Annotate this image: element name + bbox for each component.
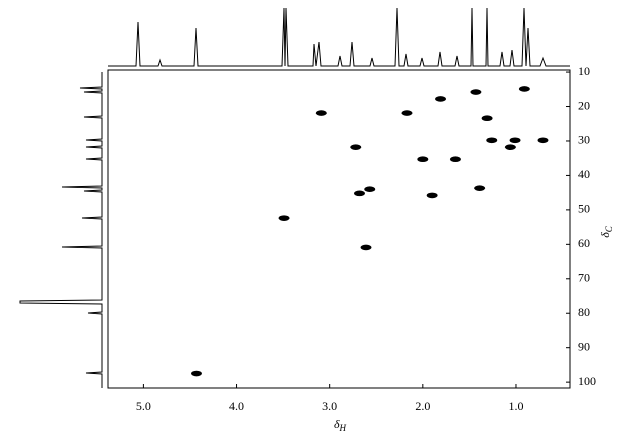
x-tick-label: 2.0	[415, 399, 430, 413]
cross-peak	[518, 86, 530, 92]
cross-peak	[504, 144, 516, 150]
cross-peak	[435, 96, 447, 102]
x-label-symbol: δ	[334, 417, 340, 431]
x-tick-label: 3.0	[322, 399, 337, 413]
cross-peak	[417, 156, 429, 163]
y-tick-label: 10	[578, 64, 590, 78]
cross-peak	[481, 115, 493, 122]
x-tick-label: 1.0	[508, 399, 523, 413]
x-tick-label: 4.0	[229, 399, 244, 413]
cross-peak	[190, 370, 202, 377]
cross-peak	[315, 110, 327, 116]
x-axis-label: δH	[334, 417, 347, 433]
cross-peak	[474, 185, 486, 191]
y-tick-label: 50	[578, 202, 590, 216]
y-tick-label: 40	[578, 167, 590, 181]
x-label-subscript: H	[339, 423, 347, 433]
y-tick-label: 80	[578, 305, 590, 319]
cross-peak	[509, 137, 521, 144]
y-tick-label: 60	[578, 236, 590, 250]
cross-peak	[364, 186, 376, 193]
cross-peak	[537, 137, 549, 144]
y-tick-label: 20	[578, 98, 590, 112]
proton-projection	[108, 7, 570, 67]
cross-peak	[449, 156, 461, 163]
cross-peak	[350, 144, 362, 150]
carbon-projection	[19, 72, 103, 388]
cross-peak	[401, 110, 413, 116]
y-label-subscript: C	[604, 225, 614, 232]
y-tick-label: 100	[578, 374, 596, 388]
y-axis-label: δC	[598, 225, 614, 238]
x-tick-label: 5.0	[136, 399, 151, 413]
plot-frame	[107, 69, 571, 389]
y-label-symbol: δ	[598, 232, 612, 238]
cross-peak	[486, 137, 498, 144]
y-tick-label: 70	[578, 271, 590, 285]
cross-peak	[470, 89, 482, 95]
y-tick-label: 30	[578, 133, 590, 147]
cross-peak	[360, 244, 372, 251]
cross-peak	[278, 215, 290, 221]
cross-peak	[353, 190, 365, 197]
cross-peak	[426, 192, 438, 199]
y-tick-label: 90	[578, 339, 590, 353]
